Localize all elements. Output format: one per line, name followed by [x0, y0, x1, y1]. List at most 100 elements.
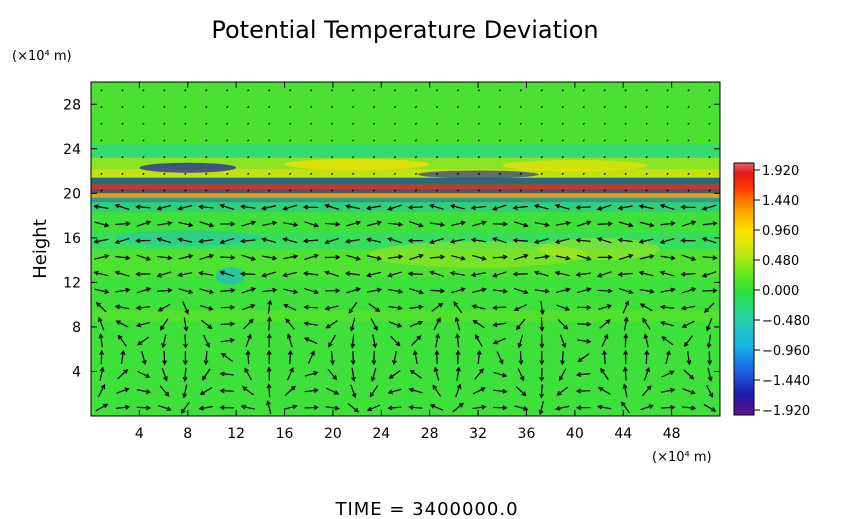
velocity-arrow: [220, 255, 236, 260]
velocity-arrow: [241, 287, 257, 294]
velocity-arrow: [117, 334, 127, 347]
field-band: [91, 202, 720, 213]
velocity-arrow: [452, 402, 464, 413]
plot-frame: [90, 81, 721, 417]
velocity-arrow: [623, 349, 629, 365]
velocity-arrow: [414, 189, 418, 192]
velocity-arrow: [454, 316, 461, 331]
velocity-arrow: [455, 366, 461, 381]
velocity-arrow: [344, 238, 361, 244]
velocity-arrow: [666, 189, 669, 192]
velocity-arrow: [475, 334, 483, 347]
velocity-arrow: [310, 139, 313, 142]
velocity-arrow: [540, 156, 543, 159]
velocity-arrow: [703, 302, 715, 313]
velocity-arrow: [659, 203, 675, 210]
velocity-arrow: [706, 317, 713, 332]
velocity-arrow: [666, 172, 669, 175]
velocity-arrow: [226, 189, 229, 192]
velocity-arrow: [577, 353, 590, 363]
velocity-arrow: [163, 89, 166, 92]
velocity-arrow: [350, 334, 356, 349]
velocity-arrow: [477, 139, 481, 142]
velocity-arrow: [266, 400, 272, 415]
velocity-arrow: [519, 156, 522, 159]
velocity-arrow: [449, 238, 465, 244]
velocity-arrow: [708, 122, 711, 125]
velocity-arrow: [219, 388, 234, 394]
velocity-arrow: [660, 255, 676, 261]
velocity-arrow: [617, 271, 633, 277]
velocity-arrow: [666, 156, 669, 159]
velocity-arrow: [708, 139, 711, 142]
velocity-arrow: [392, 351, 397, 366]
velocity-arrow: [683, 335, 693, 348]
velocity-arrow: [262, 255, 278, 261]
velocity-arrow: [687, 89, 690, 92]
velocity-arrow: [603, 105, 606, 109]
velocity-arrow: [492, 254, 509, 260]
velocity-arrow: [330, 105, 334, 109]
velocity-arrow: [157, 288, 173, 293]
velocity-arrow: [618, 253, 634, 261]
velocity-arrow: [603, 172, 606, 175]
velocity-arrow: [498, 189, 501, 192]
x-tick-label: 12: [227, 426, 245, 442]
velocity-arrow: [470, 237, 486, 243]
velocity-arrow: [324, 237, 339, 245]
velocity-arrow: [707, 351, 713, 366]
velocity-arrow: [180, 402, 190, 414]
velocity-arrow: [519, 105, 522, 109]
velocity-arrow: [310, 89, 313, 92]
velocity-arrow: [285, 385, 296, 396]
velocity-arrow: [393, 139, 397, 142]
velocity-arrow: [137, 336, 150, 346]
velocity-arrow: [330, 172, 334, 175]
velocity-arrow: [660, 287, 676, 293]
y-tick-label: 8: [72, 320, 81, 336]
velocity-arrow: [283, 254, 299, 260]
velocity-arrow: [643, 333, 649, 348]
velocity-arrow: [307, 350, 315, 364]
velocity-arrow: [681, 320, 695, 328]
velocity-arrow: [622, 300, 630, 314]
velocity-arrow: [429, 237, 444, 245]
velocity-arrow: [135, 204, 151, 210]
velocity-arrow: [600, 367, 609, 380]
velocity-arrow: [182, 351, 188, 366]
velocity-arrow: [582, 156, 585, 159]
velocity-arrow: [184, 89, 187, 92]
velocity-arrow: [310, 172, 313, 175]
velocity-arrow: [136, 287, 152, 294]
velocity-arrow: [324, 270, 339, 277]
velocity-arrow: [512, 205, 528, 211]
velocity-arrow: [99, 349, 105, 365]
velocity-arrow: [220, 221, 236, 227]
velocity-arrow: [456, 89, 460, 92]
velocity-arrow: [577, 321, 592, 327]
velocity-arrow: [350, 351, 356, 366]
velocity-arrow: [367, 287, 383, 293]
velocity-arrow: [226, 105, 229, 109]
velocity-arrow: [289, 156, 292, 159]
velocity-arrow: [498, 89, 501, 92]
velocity-arrow: [219, 405, 234, 411]
velocity-arrow: [518, 351, 524, 366]
velocity-arrow: [310, 156, 313, 159]
velocity-arrow: [203, 334, 210, 348]
velocity-arrow: [414, 122, 418, 125]
velocity-arrow: [199, 387, 213, 395]
velocity-arrow: [262, 220, 278, 227]
velocity-arrow: [645, 105, 648, 109]
velocity-arrow: [429, 222, 446, 227]
velocity-arrow: [344, 204, 361, 210]
field-band: [91, 249, 720, 277]
velocity-arrow: [683, 369, 695, 380]
velocity-arrow: [540, 105, 543, 109]
velocity-arrow: [496, 351, 504, 365]
velocity-arrow: [162, 351, 167, 366]
velocity-arrow: [492, 237, 507, 244]
velocity-arrow: [644, 349, 650, 365]
velocity-arrow: [681, 287, 697, 294]
